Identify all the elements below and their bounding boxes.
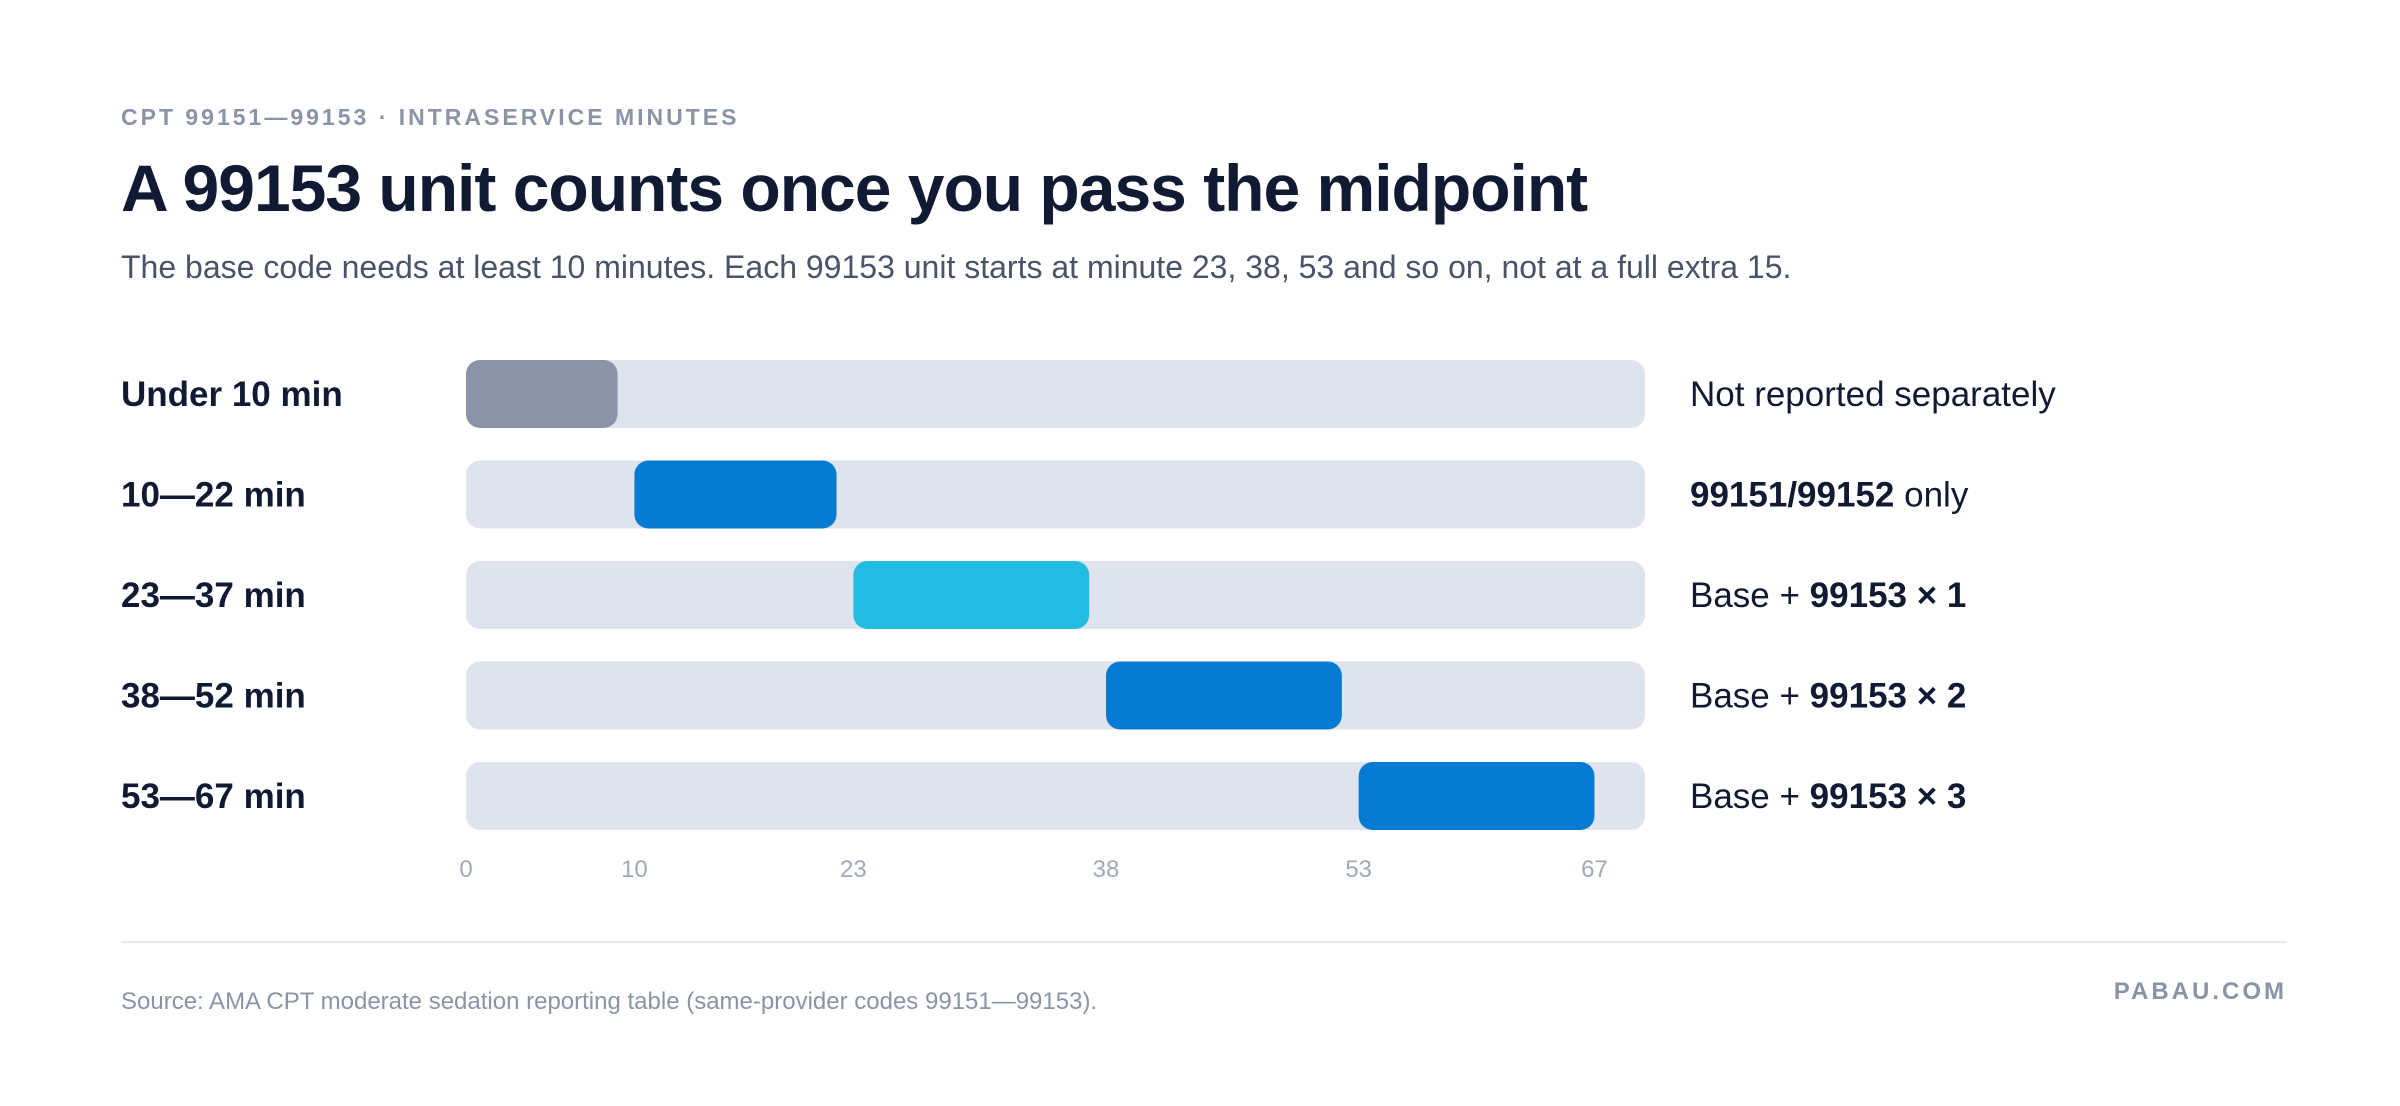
range-bar bbox=[466, 360, 618, 428]
x-tick-label: 0 bbox=[459, 856, 472, 883]
range-bar-chart: Under 10 min Not reported separately 10—22… bbox=[121, 360, 2056, 883]
x-tick-label: 53 bbox=[1345, 856, 1372, 883]
row-label: 38—52 min bbox=[121, 677, 306, 716]
row-note-part: Base + bbox=[1690, 677, 1810, 716]
row-note-part: Not reported separately bbox=[1690, 375, 2056, 414]
range-bar bbox=[1106, 661, 1342, 730]
row-note-part: 99153 × 1 bbox=[1810, 576, 1967, 615]
bar-track bbox=[466, 360, 1645, 428]
chart-title: A 99153 unit counts once you pass the mi… bbox=[121, 151, 1588, 225]
chart-eyebrow: CPT 99151—99153 · INTRASERVICE MINUTES bbox=[121, 104, 740, 130]
row-note: 99151/99152 only bbox=[1690, 476, 1969, 515]
chart-subtitle: The base code needs at least 10 minutes.… bbox=[121, 249, 1792, 285]
x-tick-label: 23 bbox=[840, 856, 867, 883]
row-note: Base + 99153 × 3 bbox=[1690, 777, 1966, 816]
source-note: Source: AMA CPT moderate sedation report… bbox=[121, 988, 1098, 1015]
range-bar bbox=[1358, 762, 1595, 830]
range-bar bbox=[634, 460, 837, 529]
row-note-part: 99153 × 2 bbox=[1810, 677, 1967, 716]
row-label: 10—22 min bbox=[121, 476, 306, 515]
row-note-part: 99153 × 3 bbox=[1810, 777, 1967, 816]
x-tick-label: 10 bbox=[621, 856, 648, 883]
x-tick-label: 38 bbox=[1093, 856, 1120, 883]
row-note: Base + 99153 × 1 bbox=[1690, 576, 1966, 615]
row-note: Not reported separately bbox=[1690, 375, 2056, 414]
row-label: 53—67 min bbox=[121, 777, 306, 816]
row-note: Base + 99153 × 2 bbox=[1690, 677, 1966, 716]
row-label: Under 10 min bbox=[121, 375, 343, 414]
row-note-part: Base + bbox=[1690, 777, 1810, 816]
row-note-part: Base + bbox=[1690, 576, 1810, 615]
row-note-part: 99151/99152 bbox=[1690, 476, 1894, 515]
brand-logo-text: PABAU.COM bbox=[2113, 978, 2287, 1005]
range-bar bbox=[853, 561, 1090, 629]
x-tick-label: 67 bbox=[1581, 856, 1608, 883]
footer-divider bbox=[121, 941, 2287, 943]
bar-track bbox=[466, 762, 1645, 830]
row-label: 23—37 min bbox=[121, 576, 306, 615]
bar-track bbox=[466, 661, 1645, 730]
row-note-part: only bbox=[1894, 476, 1968, 515]
